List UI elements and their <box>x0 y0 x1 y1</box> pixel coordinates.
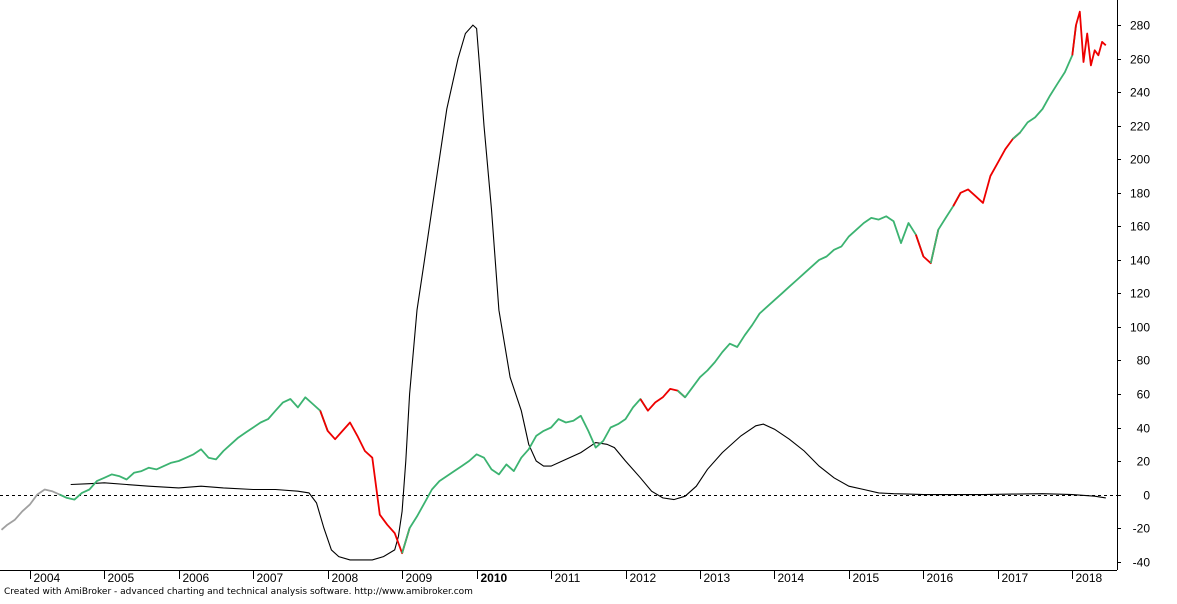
x-tick-label: 2006 <box>183 571 210 585</box>
y-tick-label: 100 <box>1130 321 1150 335</box>
y-tick-label: 80 <box>1137 354 1151 368</box>
price-segment-up <box>401 398 649 554</box>
y-tick-label: 20 <box>1137 455 1151 469</box>
oscillator-line <box>70 24 1106 561</box>
price-segment-up <box>1012 24 1077 140</box>
x-tick-label: 2004 <box>34 571 61 585</box>
x-tick-label: 2014 <box>778 571 805 585</box>
price-segment-up <box>59 396 329 501</box>
price-segment-up <box>677 215 925 399</box>
y-tick-label: 120 <box>1130 287 1150 301</box>
x-tick-label: 2012 <box>630 571 657 585</box>
x-tick-label: 2018 <box>1076 571 1103 585</box>
x-tick-label: 2013 <box>704 571 731 585</box>
x-tick-label: 2017 <box>1002 571 1029 585</box>
price-segment-down <box>952 131 1021 207</box>
y-axis: -40 -20 0 20 40 60 80 100 120 140 160 180 200 220 240 2… <box>1117 19 1150 570</box>
x-tick-label: 2010 <box>481 571 508 585</box>
y-tick-label: 60 <box>1137 388 1151 402</box>
chart-frame <box>0 0 1118 571</box>
y-tick-label: 180 <box>1130 187 1150 201</box>
y-tick-label: 280 <box>1130 19 1150 33</box>
x-tick-label: 2015 <box>853 571 880 585</box>
y-tick-label: 200 <box>1130 153 1150 167</box>
x-tick-label: 2005 <box>108 571 135 585</box>
y-tick-label: -40 <box>1133 556 1151 570</box>
y-tick-label: 140 <box>1130 254 1150 268</box>
x-axis: 2004 2005 2006 2007 2008 2009 2010 2011 2012 2013… <box>30 570 1103 585</box>
x-tick-label: 2016 <box>927 571 954 585</box>
footer-credit: Created with AmiBroker - advanced charti… <box>4 587 473 597</box>
price-segment-up <box>929 192 962 264</box>
y-tick-label: 240 <box>1130 86 1150 100</box>
x-tick-label: 2011 <box>555 571 581 585</box>
y-tick-label: 0 <box>1143 489 1150 503</box>
x-tick-label: 2008 <box>332 571 359 585</box>
y-tick-label: 40 <box>1137 422 1151 436</box>
y-tick-label: 220 <box>1130 120 1150 134</box>
oscillator-series <box>70 24 1106 561</box>
price-segment-down <box>1071 10 1107 67</box>
price-series <box>0 10 1107 555</box>
price-segment-warmup <box>0 488 68 531</box>
y-tick-label: 160 <box>1130 220 1150 234</box>
y-tick-label: 260 <box>1130 53 1150 67</box>
x-tick-label: 2009 <box>406 571 433 585</box>
y-tick-label: -20 <box>1133 522 1151 536</box>
x-tick-label: 2007 <box>257 571 284 585</box>
price-segment-down <box>319 410 411 555</box>
